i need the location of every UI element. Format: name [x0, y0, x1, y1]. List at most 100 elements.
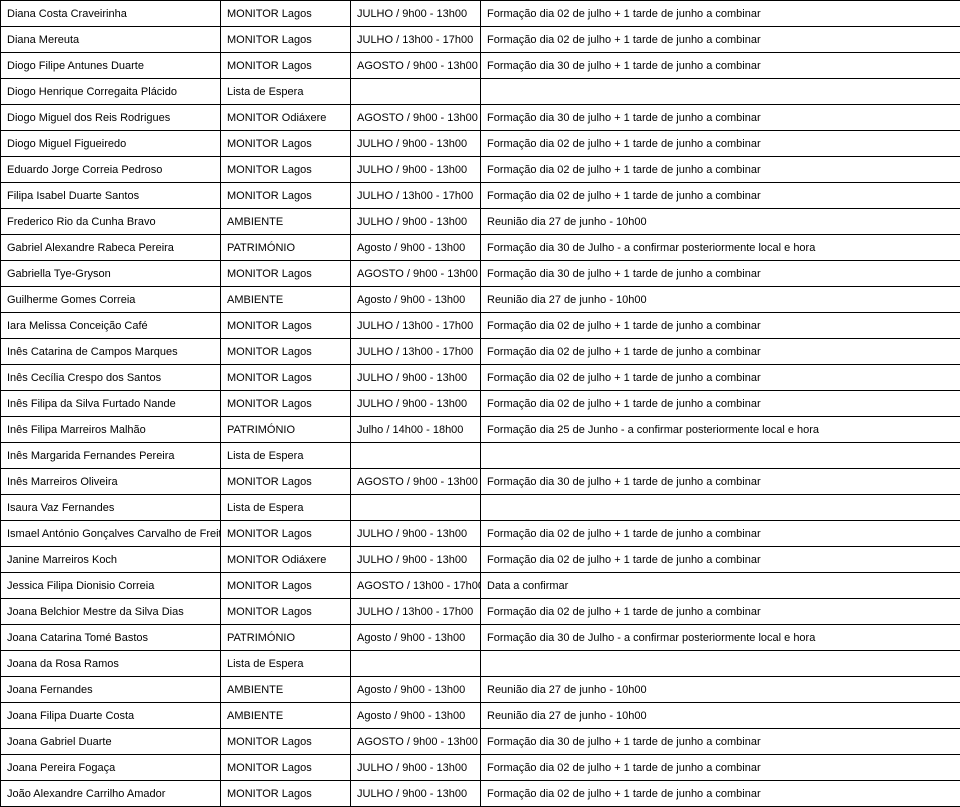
table-cell: MONITOR Lagos: [221, 261, 351, 287]
table-cell: Lista de Espera: [221, 651, 351, 677]
table-cell: MONITOR Lagos: [221, 339, 351, 365]
table-cell: Formação dia 02 de julho + 1 tarde de ju…: [481, 313, 960, 339]
table-cell: Inês Marreiros Oliveira: [1, 469, 221, 495]
table-row: Guilherme Gomes CorreiaAMBIENTEAgosto / …: [1, 287, 960, 313]
table-row: Gabriel Alexandre Rabeca PereiraPATRIMÓN…: [1, 235, 960, 261]
table-cell: PATRIMÓNIO: [221, 417, 351, 443]
table-cell: JULHO / 13h00 - 17h00: [351, 183, 481, 209]
table-cell: [351, 651, 481, 677]
table-row: Eduardo Jorge Correia PedrosoMONITOR Lag…: [1, 157, 960, 183]
table-cell: Agosto / 9h00 - 13h00: [351, 235, 481, 261]
table-cell: Agosto / 9h00 - 13h00: [351, 703, 481, 729]
table-cell: Diogo Filipe Antunes Duarte: [1, 53, 221, 79]
table-cell: Inês Catarina de Campos Marques: [1, 339, 221, 365]
table-row: Joana da Rosa RamosLista de Espera: [1, 651, 960, 677]
table-cell: Formação dia 02 de julho + 1 tarde de ju…: [481, 27, 960, 53]
table-cell: Formação dia 02 de julho + 1 tarde de ju…: [481, 521, 960, 547]
table-cell: Formação dia 02 de julho + 1 tarde de ju…: [481, 755, 960, 781]
table-cell: Agosto / 9h00 - 13h00: [351, 677, 481, 703]
table-cell: Formação dia 02 de julho + 1 tarde de ju…: [481, 157, 960, 183]
table-row: Joana Catarina Tomé BastosPATRIMÓNIOAgos…: [1, 625, 960, 651]
table-cell: Formação dia 30 de julho + 1 tarde de ju…: [481, 729, 960, 755]
table-row: Diogo Filipe Antunes DuarteMONITOR Lagos…: [1, 53, 960, 79]
table-cell: Formação dia 30 de julho + 1 tarde de ju…: [481, 105, 960, 131]
table-cell: MONITOR Lagos: [221, 1, 351, 27]
table-cell: [481, 495, 960, 521]
table-cell: Joana Belchior Mestre da Silva Dias: [1, 599, 221, 625]
table-cell: Diogo Miguel Figueiredo: [1, 131, 221, 157]
table-cell: JULHO / 9h00 - 13h00: [351, 209, 481, 235]
table-cell: JULHO / 9h00 - 13h00: [351, 521, 481, 547]
table-cell: JULHO / 13h00 - 17h00: [351, 27, 481, 53]
table-cell: [481, 651, 960, 677]
table-cell: Frederico Rio da Cunha Bravo: [1, 209, 221, 235]
table-cell: Reunião dia 27 de junho - 10h00: [481, 703, 960, 729]
table-cell: Reunião dia 27 de junho - 10h00: [481, 677, 960, 703]
table-cell: AMBIENTE: [221, 287, 351, 313]
table-row: Diana MereutaMONITOR LagosJULHO / 13h00 …: [1, 27, 960, 53]
table-cell: [351, 79, 481, 105]
table-cell: Iara Melissa Conceição Café: [1, 313, 221, 339]
table-cell: Formação dia 02 de julho + 1 tarde de ju…: [481, 183, 960, 209]
table-cell: Lista de Espera: [221, 443, 351, 469]
table-cell: [481, 443, 960, 469]
table-cell: Formação dia 02 de julho + 1 tarde de ju…: [481, 131, 960, 157]
table-cell: [351, 495, 481, 521]
table-cell: Joana Pereira Fogaça: [1, 755, 221, 781]
table-cell: AGOSTO / 9h00 - 13h00: [351, 469, 481, 495]
table-cell: [481, 79, 960, 105]
table-cell: Julho / 14h00 - 18h00: [351, 417, 481, 443]
table-row: Joana Belchior Mestre da Silva DiasMONIT…: [1, 599, 960, 625]
table-cell: João Alexandre Carrilho Amador: [1, 781, 221, 807]
table-cell: JULHO / 13h00 - 17h00: [351, 599, 481, 625]
table-row: Inês Catarina de Campos MarquesMONITOR L…: [1, 339, 960, 365]
table-row: Joana FernandesAMBIENTEAgosto / 9h00 - 1…: [1, 677, 960, 703]
table-cell: MONITOR Odiáxere: [221, 547, 351, 573]
table-cell: JULHO / 9h00 - 13h00: [351, 755, 481, 781]
table-cell: PATRIMÓNIO: [221, 235, 351, 261]
table-cell: Diana Costa Craveirinha: [1, 1, 221, 27]
table-cell: MONITOR Odiáxere: [221, 105, 351, 131]
table-cell: MONITOR Lagos: [221, 573, 351, 599]
table-cell: AGOSTO / 9h00 - 13h00: [351, 53, 481, 79]
table-row: Joana Gabriel DuarteMONITOR LagosAGOSTO …: [1, 729, 960, 755]
table-cell: MONITOR Lagos: [221, 131, 351, 157]
schedule-table: Diana Costa CraveirinhaMONITOR LagosJULH…: [0, 0, 960, 807]
table-cell: MONITOR Lagos: [221, 391, 351, 417]
table-row: João Alexandre Carrilho AmadorMONITOR La…: [1, 781, 960, 807]
table-cell: Diogo Henrique Corregaita Plácido: [1, 79, 221, 105]
table-cell: JULHO / 9h00 - 13h00: [351, 391, 481, 417]
table-cell: Formação dia 02 de julho + 1 tarde de ju…: [481, 1, 960, 27]
table-row: Inês Filipa da Silva Furtado NandeMONITO…: [1, 391, 960, 417]
table-cell: Reunião dia 27 de junho - 10h00: [481, 287, 960, 313]
table-cell: Formação dia 02 de julho + 1 tarde de ju…: [481, 365, 960, 391]
table-row: Inês Marreiros OliveiraMONITOR LagosAGOS…: [1, 469, 960, 495]
table-cell: AMBIENTE: [221, 703, 351, 729]
table-cell: Agosto / 9h00 - 13h00: [351, 625, 481, 651]
table-cell: Formação dia 02 de julho + 1 tarde de ju…: [481, 781, 960, 807]
table-cell: AGOSTO / 9h00 - 13h00: [351, 261, 481, 287]
table-row: Iara Melissa Conceição CaféMONITOR Lagos…: [1, 313, 960, 339]
table-row: Inês Cecília Crespo dos SantosMONITOR La…: [1, 365, 960, 391]
table-cell: Diogo Miguel dos Reis Rodrigues: [1, 105, 221, 131]
table-cell: Janine Marreiros Koch: [1, 547, 221, 573]
table-cell: Gabriella Tye-Gryson: [1, 261, 221, 287]
table-cell: AGOSTO / 9h00 - 13h00: [351, 105, 481, 131]
table-cell: MONITOR Lagos: [221, 365, 351, 391]
table-cell: JULHO / 13h00 - 17h00: [351, 339, 481, 365]
table-cell: Formação dia 30 de Julho - a confirmar p…: [481, 235, 960, 261]
table-row: Diana Costa CraveirinhaMONITOR LagosJULH…: [1, 1, 960, 27]
table-row: Ismael António Gonçalves Carvalho de Fre…: [1, 521, 960, 547]
table-row: Diogo Miguel FigueiredoMONITOR LagosJULH…: [1, 131, 960, 157]
table-cell: Jessica Filipa Dionisio Correia: [1, 573, 221, 599]
table-cell: JULHO / 9h00 - 13h00: [351, 1, 481, 27]
table-cell: JULHO / 9h00 - 13h00: [351, 365, 481, 391]
table-cell: MONITOR Lagos: [221, 313, 351, 339]
table-cell: AGOSTO / 13h00 - 17h00: [351, 573, 481, 599]
table-cell: Formação dia 02 de julho + 1 tarde de ju…: [481, 339, 960, 365]
table-row: Diogo Henrique Corregaita PlácidoLista d…: [1, 79, 960, 105]
table-cell: Reunião dia 27 de junho - 10h00: [481, 209, 960, 235]
table-cell: Filipa Isabel Duarte Santos: [1, 183, 221, 209]
table-cell: AMBIENTE: [221, 677, 351, 703]
table-cell: MONITOR Lagos: [221, 157, 351, 183]
